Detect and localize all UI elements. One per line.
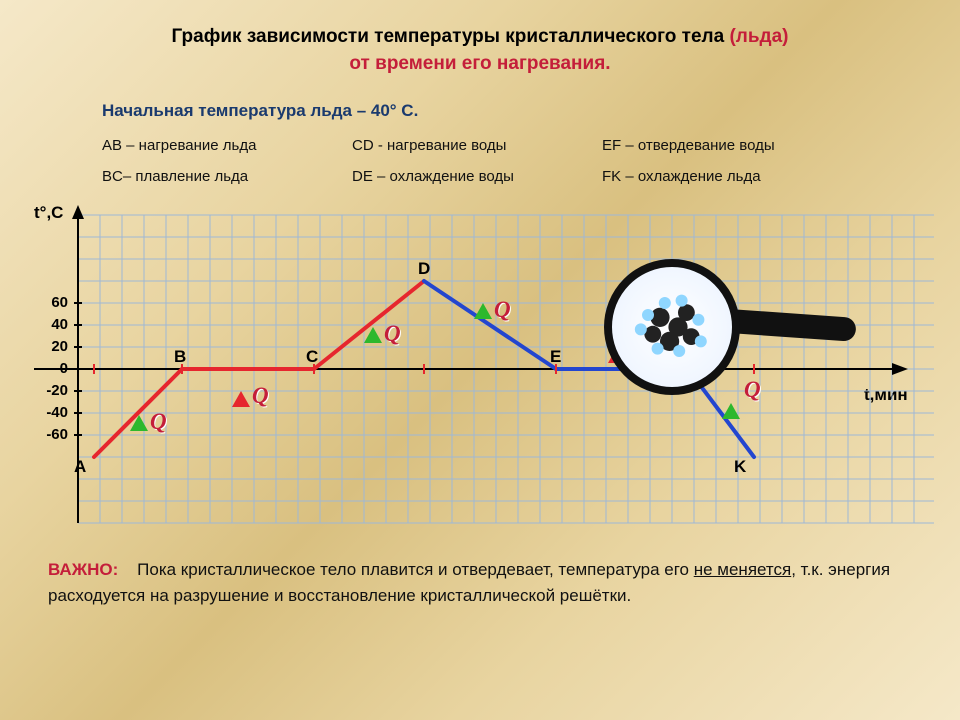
heat-symbol: Q <box>744 377 761 403</box>
ytick-label: -40 <box>34 404 68 421</box>
legend-BC: BC– плавление льда <box>102 168 352 185</box>
point-label-K: K <box>734 457 746 477</box>
heat-symbol: Q <box>150 409 167 435</box>
important-note: ВАЖНО: Пока кристаллическое тело плавитс… <box>48 557 912 608</box>
ytick-label: -20 <box>34 382 68 399</box>
title-text-1: График зависимости температуры кристалли… <box>172 26 725 47</box>
point-label-E: E <box>550 347 561 367</box>
ytick-label: -60 <box>34 426 68 443</box>
heat-symbol: Q <box>494 297 511 323</box>
legend-EF: EF – отвердевание воды <box>602 137 852 154</box>
ytick-label: 40 <box>34 316 68 333</box>
title-text-2: от времени его нагревания. <box>349 53 610 74</box>
legend-AB: AB – нагревание льда <box>102 137 352 154</box>
subtitle: Начальная температура льда – 40° С. <box>102 101 960 121</box>
chart-svg <box>34 199 934 539</box>
ytick-label: 60 <box>34 294 68 311</box>
legend-row-2: BC– плавление льда DE – охлаждение воды … <box>102 168 960 185</box>
ytick-label: 0 <box>34 360 68 377</box>
molecule-structure-icon <box>612 267 732 387</box>
legend-CD: CD - нагревание воды <box>352 137 602 154</box>
point-label-A: A <box>74 457 86 477</box>
legend-row-1: AB – нагревание льда CD - нагревание вод… <box>102 137 960 154</box>
important-text-1: Пока кристаллическое тело плавится и отв… <box>137 560 694 579</box>
chart-title: График зависимости температуры кристалли… <box>0 0 960 77</box>
point-label-C: C <box>306 347 318 367</box>
point-label-B: B <box>174 347 186 367</box>
legend-FK: FK – охлаждение льда <box>602 168 852 185</box>
heat-symbol: Q <box>252 383 269 409</box>
red-triangle-icon <box>232 391 250 407</box>
green-triangle-icon <box>722 403 740 419</box>
chart-area: t°,C t,мин 6040200-20-40-60ABCDEFKQQQQQQ <box>34 199 934 539</box>
magnifier-icon <box>604 259 740 395</box>
heat-symbol: Q <box>384 321 401 347</box>
title-accent: (льда) <box>729 26 788 47</box>
green-triangle-icon <box>130 415 148 431</box>
ytick-label: 20 <box>34 338 68 355</box>
point-label-D: D <box>418 259 430 279</box>
important-underlined: не меняется <box>694 560 792 579</box>
important-label: ВАЖНО: <box>48 560 118 579</box>
legend-DE: DE – охлаждение воды <box>352 168 602 185</box>
green-triangle-icon <box>474 303 492 319</box>
green-triangle-icon <box>364 327 382 343</box>
